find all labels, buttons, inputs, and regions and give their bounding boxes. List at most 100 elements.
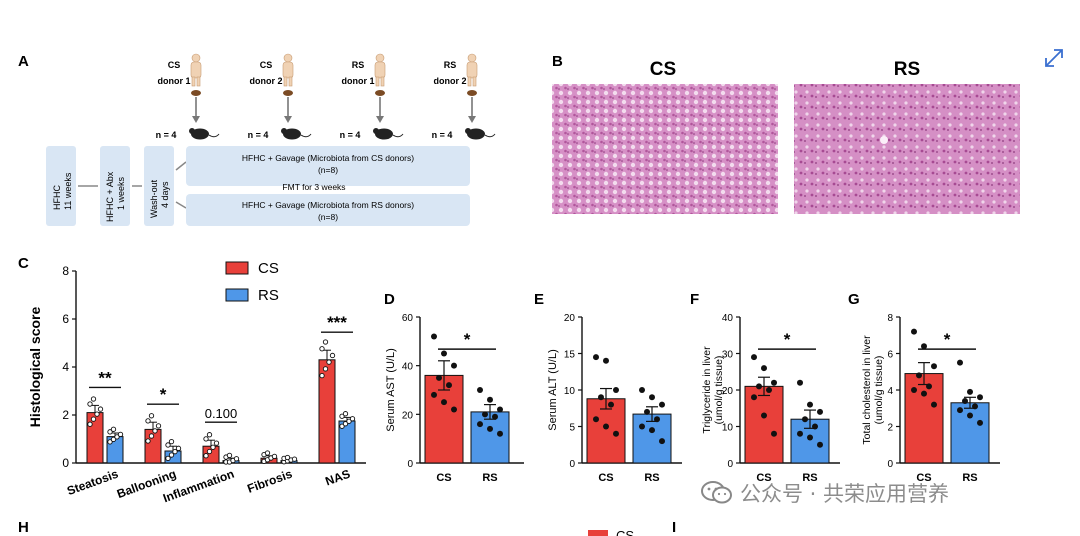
- data-point: [962, 397, 968, 404]
- y-tick-label: 0: [727, 459, 733, 470]
- data-point: [446, 382, 452, 389]
- data-point: [117, 431, 124, 437]
- data-point: [97, 406, 104, 412]
- data-point: [771, 430, 777, 437]
- y-tick-label: 4: [887, 386, 893, 397]
- donor-group-label: RS: [444, 60, 457, 70]
- wechat-logo-icon: [701, 481, 732, 504]
- chart-e: 0 5 10 15 20 Serum ALT (U/L) CS RS: [547, 313, 682, 484]
- mouse-icon: [484, 133, 496, 138]
- donor-group-label: CS: [168, 60, 181, 70]
- data-point: [90, 416, 97, 422]
- significance-label: 0.100: [205, 406, 238, 421]
- gavage-rs-box: [186, 194, 470, 226]
- mouse-icon: [283, 128, 301, 140]
- data-point: [931, 363, 937, 370]
- stool-icon: [283, 90, 293, 96]
- expand-icon[interactable]: [1045, 49, 1063, 67]
- data-point: [797, 430, 803, 437]
- data-point: [226, 452, 233, 459]
- x-tick-label: RS: [962, 472, 977, 484]
- mouse-icon: [467, 128, 485, 140]
- data-point: [771, 379, 777, 386]
- data-point: [967, 412, 973, 419]
- data-point: [817, 441, 823, 448]
- y-tick-label: 2: [887, 423, 893, 434]
- data-point: [441, 350, 447, 357]
- data-point: [346, 418, 352, 424]
- data-point: [497, 406, 503, 413]
- panel-e-letter: E: [534, 291, 544, 308]
- donor-person-icon: [380, 76, 385, 87]
- data-point: [766, 387, 772, 393]
- data-point: [339, 423, 345, 429]
- data-point: [916, 372, 922, 379]
- donor-name-label: donor 2: [250, 76, 283, 86]
- data-point: [284, 454, 291, 461]
- data-point: [608, 401, 614, 408]
- data-point: [613, 430, 619, 437]
- data-point: [155, 423, 162, 429]
- data-point: [148, 413, 155, 419]
- y-tick-label: 6: [62, 312, 69, 326]
- y-tick-label: 15: [564, 350, 576, 361]
- data-point: [349, 416, 356, 422]
- data-point: [206, 432, 213, 438]
- data-point: [319, 346, 325, 352]
- data-point: [603, 423, 609, 430]
- significance-label: *: [784, 330, 791, 349]
- data-point: [957, 359, 963, 366]
- legend-label-cs: CS: [616, 528, 634, 536]
- histology-vessel: [880, 136, 888, 144]
- data-point: [603, 357, 609, 364]
- donor-person-icon: [472, 76, 477, 87]
- data-point: [322, 339, 329, 345]
- data-point: [797, 379, 803, 386]
- mouse-icon: [373, 128, 379, 134]
- chart-h-legend: CS: [588, 528, 634, 536]
- data-point: [165, 455, 171, 462]
- x-tick-label: Steatosis: [65, 467, 120, 499]
- data-point: [487, 396, 493, 403]
- legend-label: CS: [258, 260, 279, 277]
- stool-icon: [191, 90, 201, 96]
- chart-d: 0 20 40 60 Serum AST (U/L) CS RS *: [385, 313, 524, 484]
- donor-person-icon: [283, 53, 293, 63]
- y-tick-label: 20: [402, 410, 414, 421]
- y-axis-title: Histological score: [27, 306, 43, 427]
- x-tick-label: CS: [598, 472, 613, 484]
- x-tick-label: CS: [916, 472, 931, 484]
- gavage-cs-box: [186, 146, 470, 186]
- y-tick-label: 4: [62, 360, 69, 374]
- donor-group-label: CS: [260, 60, 273, 70]
- data-point: [487, 425, 493, 432]
- step-hfhc-line1: HFHC: [52, 185, 62, 210]
- step-abx-line1: HFHC + Abx: [105, 171, 115, 222]
- data-point: [233, 456, 240, 462]
- data-point: [751, 354, 757, 361]
- data-point: [921, 343, 927, 350]
- data-point: [644, 408, 650, 415]
- panel-c-letter: C: [18, 255, 29, 272]
- data-point: [148, 433, 155, 439]
- connector: [175, 201, 187, 209]
- significance-label: *: [944, 330, 951, 349]
- chart-g: 0 2 4 6 8 Total cholesterol in liver (umol/g t…: [861, 313, 1000, 484]
- donor-person-icon: [191, 53, 201, 63]
- stool-icon: [375, 90, 385, 96]
- panel-f-letter: F: [690, 291, 699, 308]
- data-point: [110, 436, 117, 443]
- y-tick-label: 30: [722, 350, 734, 361]
- donor-person-icon: [375, 76, 380, 87]
- y-tick-label: 2: [62, 408, 69, 422]
- panel-g-letter: G: [848, 291, 860, 308]
- data-point: [168, 452, 175, 458]
- gavage-rs-n: (n=8): [318, 212, 338, 222]
- panel-a-letter: A: [18, 53, 29, 70]
- donor-person-icon: [190, 61, 202, 79]
- data-point: [967, 388, 973, 395]
- data-point: [172, 449, 178, 455]
- step-box-washout: [144, 146, 174, 226]
- data-point: [342, 411, 349, 417]
